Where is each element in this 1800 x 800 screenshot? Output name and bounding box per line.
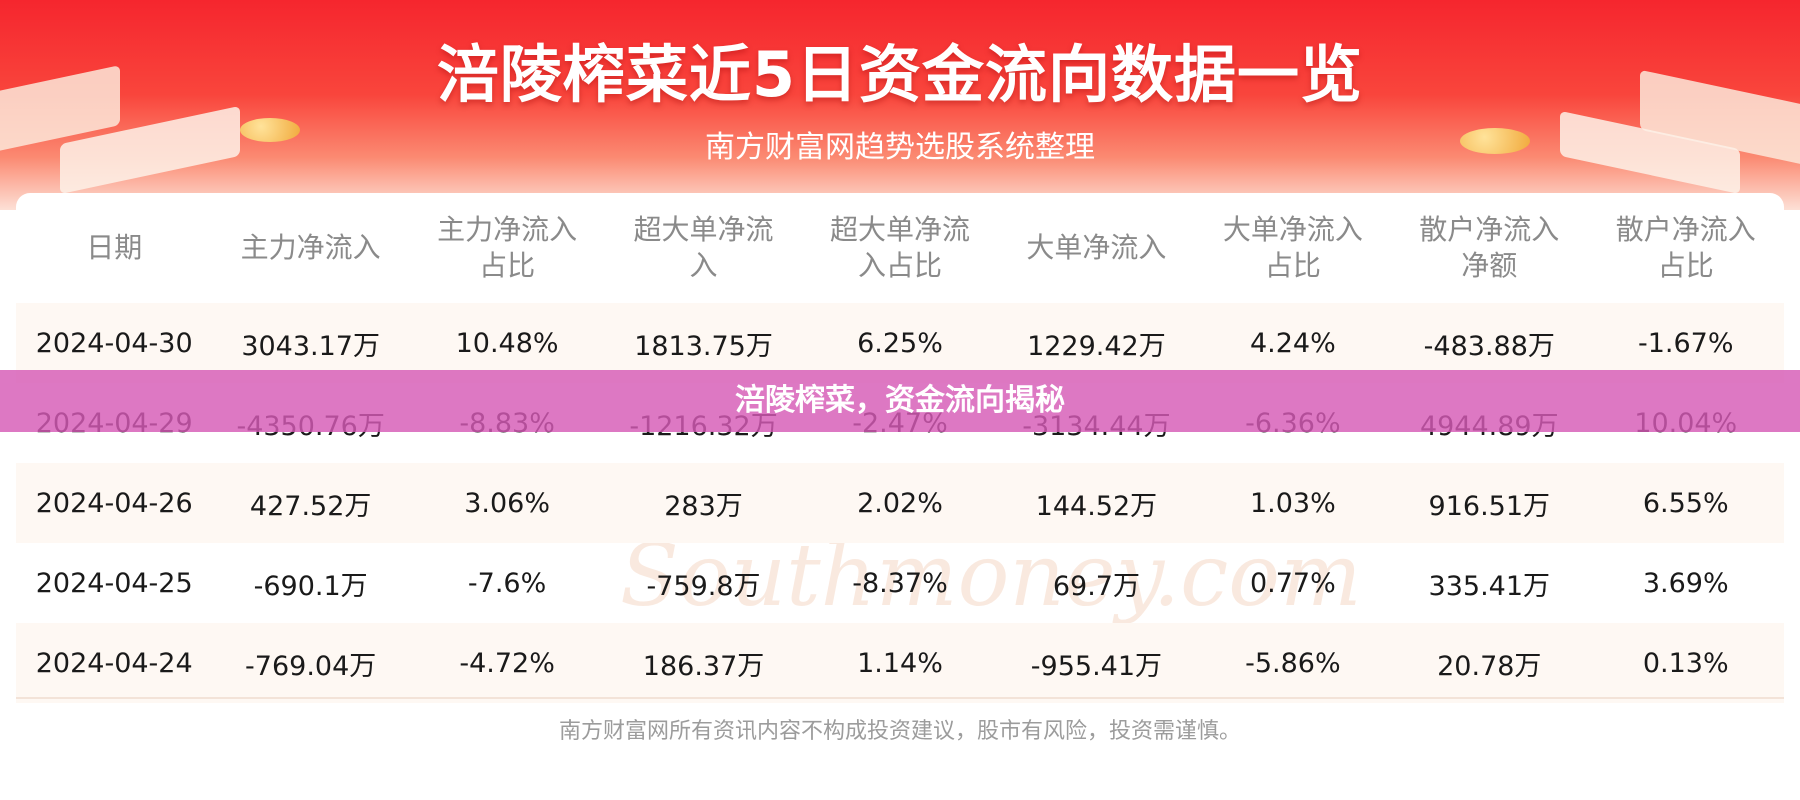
- value-cell: 427.52万: [212, 463, 409, 543]
- value-cell: 10.48%: [408, 303, 606, 383]
- column-header: 大单净流入: [998, 193, 1194, 303]
- value-cell: 283万: [605, 463, 802, 543]
- value-cell: 916.51万: [1391, 463, 1588, 543]
- column-header: 主力净流入: [212, 193, 408, 303]
- value-cell: 0.13%: [1587, 623, 1784, 703]
- value-cell: 3.69%: [1642, 567, 1729, 599]
- value-cell: 2.02%: [801, 463, 999, 543]
- page-subtitle: 南方财富网趋势选股系统整理: [705, 130, 1095, 165]
- value-cell: -483.88万: [1391, 303, 1588, 383]
- column-header-line: 散户净流入: [1419, 213, 1560, 246]
- date-cell: 2024-04-26: [16, 463, 213, 543]
- table-body: 2024-04-30 3043.17万 10.48% 1813.75万 6.25% 122…: [16, 303, 1784, 703]
- value-cell: -769.04万: [212, 623, 409, 703]
- column-header: 散户净流入 占比: [1588, 193, 1785, 303]
- value-cell: -690.1万: [253, 570, 368, 602]
- overlay-banner: 涪陵榨菜，资金流向揭秘: [0, 370, 1800, 432]
- column-header-line: 日期: [86, 231, 143, 264]
- value-cell: 3043.17万: [212, 303, 409, 383]
- column-header-line: 大单净流入: [1222, 213, 1363, 246]
- value-cell: -759.8万: [646, 570, 761, 602]
- column-header-line: 主力净流入: [437, 213, 578, 246]
- column-header-line: 大单净流入: [1026, 231, 1167, 264]
- value-cell: -8.37%: [852, 567, 948, 599]
- coin-icon: [1460, 128, 1530, 154]
- value-cell: -5.86%: [1194, 623, 1392, 703]
- column-header-line: 超大单净流: [829, 213, 970, 246]
- value-cell: 69.7万: [1052, 570, 1140, 602]
- column-header: 超大单净流入: [605, 193, 801, 303]
- date-cell: 2024-04-25: [35, 567, 193, 599]
- value-cell: -4.72%: [408, 623, 606, 703]
- table-row: 2024-04-30 3043.17万 10.48% 1813.75万 6.25% 122…: [16, 303, 1784, 383]
- value-cell: 186.37万: [605, 623, 802, 703]
- column-header-line: 净额: [1461, 249, 1518, 282]
- value-cell: 3.06%: [408, 463, 606, 543]
- header-banner: 涪陵榨菜近5日资金流向数据一览 南方财富网趋势选股系统整理: [0, 0, 1800, 210]
- divider: [16, 697, 1784, 699]
- value-cell: 1.03%: [1194, 463, 1392, 543]
- value-cell: 0.77%: [1249, 567, 1336, 599]
- fund-flow-table: 日期 主力净流入 主力净流入 占比 超大单净流入超大单净流 入占比 大单净流入 大单净流入 占比…: [16, 193, 1784, 703]
- table-card: [16, 193, 1784, 698]
- date-cell: 2024-04-30: [16, 303, 213, 383]
- column-header-line: 占比: [479, 249, 536, 282]
- column-header: 主力净流入 占比: [409, 193, 605, 303]
- column-header-line: 主力净流入: [240, 231, 381, 264]
- value-cell: 20.78万: [1391, 623, 1588, 703]
- date-cell: 2024-04-24: [16, 623, 213, 703]
- value-cell: 1.14%: [801, 623, 999, 703]
- table-row: 2024-04-24 -769.04万 -4.72% 186.37万 1.14% -955…: [16, 623, 1784, 703]
- value-cell: 6.25%: [801, 303, 999, 383]
- column-header: 散户净流入 净额: [1391, 193, 1587, 303]
- coin-icon: [240, 118, 300, 142]
- column-header: 大单净流入 占比: [1195, 193, 1391, 303]
- value-cell: 144.52万: [998, 463, 1195, 543]
- value-cell: 335.41万: [1428, 570, 1551, 602]
- column-header-line: 超大单净流: [633, 213, 774, 246]
- column-header: 超大单净流 入占比: [802, 193, 998, 303]
- value-cell: 1813.75万: [605, 303, 802, 383]
- value-cell: -7.6%: [467, 567, 547, 599]
- table-row: 2024-04-25 -690.1万 -7.6% -759.8万 -8.37% 69.7万…: [16, 543, 1784, 623]
- column-header-line: 占比: [1657, 249, 1714, 282]
- column-header-line: 入: [689, 249, 718, 282]
- column-header-line: 占比: [1264, 249, 1321, 282]
- page-title: 涪陵榨菜近5日资金流向数据一览: [436, 38, 1364, 111]
- table-row: 2024-04-26 427.52万 3.06% 283万 2.02% 144.52万 1.…: [16, 463, 1784, 543]
- value-cell: 4.24%: [1194, 303, 1392, 383]
- value-cell: 1229.42万: [998, 303, 1195, 383]
- column-header: 日期: [16, 193, 212, 303]
- value-cell: -1.67%: [1587, 303, 1784, 383]
- column-header-line: 散户净流入: [1615, 213, 1756, 246]
- disclaimer: 南方财富网所有资讯内容不构成投资建议，股市有风险，投资需谨慎。: [558, 719, 1241, 744]
- table-header-row: 日期 主力净流入 主力净流入 占比 超大单净流入超大单净流 入占比 大单净流入 大单净流入 占比…: [16, 193, 1784, 303]
- value-cell: -955.41万: [998, 623, 1195, 703]
- column-header-line: 入占比: [857, 249, 942, 282]
- value-cell: 6.55%: [1587, 463, 1784, 543]
